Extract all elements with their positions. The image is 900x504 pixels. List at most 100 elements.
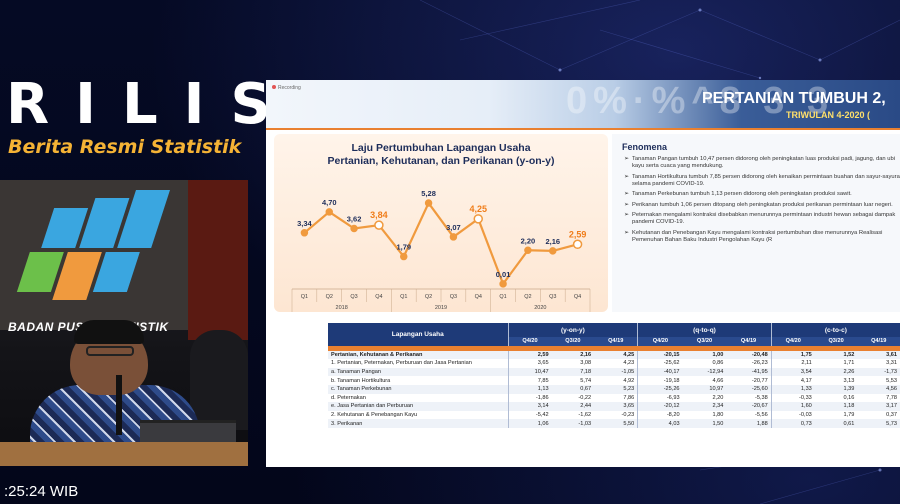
berita-resmi-subtitle: Berita Resmi Statistik	[8, 136, 242, 158]
cell-value: 0,16	[814, 393, 858, 403]
slide-header-bar	[266, 80, 900, 128]
cell-value: 3,65	[507, 359, 552, 368]
series-line	[303, 200, 578, 287]
cell-value: 1,79	[814, 410, 858, 420]
header-decoration: 0%·%^8 3 3	[566, 80, 835, 122]
recording-indicator: Recording	[272, 85, 301, 91]
table-head-label: Lapangan Usaha	[328, 323, 508, 346]
growth-table: Lapangan Usaha (y-on-y) (q-to-q) (c-to-c…	[328, 323, 900, 428]
row-label: 3. Perikanan	[328, 419, 508, 428]
cell-value: -1,05	[594, 367, 638, 377]
recording-label: Recording	[278, 85, 301, 91]
cell-value: 1,71	[814, 359, 858, 368]
data-label: 3,07	[446, 223, 461, 232]
cell-value: -19,18	[637, 376, 683, 385]
cell-value: -1,62	[551, 410, 595, 420]
group-qtq: (q-to-q)	[637, 323, 772, 337]
cell-value: -20,48	[726, 350, 772, 360]
data-label: 4,70	[322, 198, 337, 207]
chart-title: Laju Pertumbuhan Lapangan Usaha Pertania…	[274, 142, 608, 168]
cell-value: 2,11	[770, 359, 815, 368]
cell-value: 1,75	[770, 350, 815, 360]
x-tick-label: Q3	[450, 294, 457, 300]
cell-value: -20,67	[726, 402, 772, 411]
cell-value: 1,50	[682, 419, 727, 428]
row-label: 2. Kehutanan & Penebangan Kayu	[328, 410, 508, 420]
cell-value: 0,86	[682, 359, 727, 368]
fenomena-item: Tanaman Hortikultura tumbuh 7,85 persen …	[624, 174, 900, 188]
x-tick-label: Q1	[400, 294, 407, 300]
data-point	[572, 239, 583, 250]
group-yoy: (y-on-y)	[507, 323, 638, 337]
fenomena-panel: Fenomena Tanaman Pangan tumbuh 10,47 per…	[612, 134, 900, 312]
cell-value: -0,03	[770, 410, 815, 420]
cell-value: 4,23	[594, 359, 638, 368]
cell-value: -25,62	[637, 359, 683, 368]
cell-value: -41,95	[726, 367, 772, 377]
speaker-hair	[74, 320, 144, 344]
cell-value: 4,66	[682, 376, 727, 385]
cell-value: 3,13	[814, 376, 858, 385]
desk	[0, 442, 248, 466]
data-point	[300, 229, 309, 237]
row-label: c. Tanaman Perkebunan	[328, 384, 508, 394]
cell-value: 3,17	[857, 402, 900, 411]
period-header: Q3/20	[814, 337, 858, 346]
data-point	[374, 220, 384, 230]
year-label: 2020	[534, 305, 546, 311]
fenomena-list: Tanaman Pangan tumbuh 10,47 persen didor…	[624, 156, 900, 248]
cell-value: -0,22	[551, 393, 595, 403]
cell-value: -0,33	[770, 393, 815, 403]
cell-value: 5,74	[551, 376, 595, 385]
cell-value: 3,31	[857, 359, 900, 368]
data-point	[473, 214, 483, 224]
period-header: Q3/20	[551, 337, 595, 346]
microphone-icon	[116, 375, 122, 435]
fenomena-item: Peternakan mengalami kontraksi disebabka…	[624, 212, 900, 226]
cell-value: 7,78	[857, 393, 900, 403]
cell-value: 3,61	[857, 350, 900, 360]
cell-value: 1,88	[726, 419, 772, 428]
x-tick-label: Q4	[375, 294, 382, 300]
data-point	[400, 252, 408, 261]
cell-value: -5,56	[726, 410, 772, 420]
year-label: 2019	[435, 305, 447, 311]
data-label: 4,25	[469, 204, 487, 214]
x-tick-label: Q4	[475, 294, 482, 300]
cell-value: 3,08	[551, 359, 595, 368]
chart-title-line1: Laju Pertumbuhan Lapangan Usaha	[351, 142, 531, 154]
row-label: d. Peternakan	[328, 393, 508, 403]
cell-value: 4,17	[770, 376, 815, 385]
group-ctc: (c-to-c)	[770, 323, 900, 337]
rilis-title: RILIS	[6, 72, 297, 137]
cell-value: 10,97	[682, 384, 727, 394]
cell-value: 0,73	[770, 419, 815, 428]
table-row: Pertanian, Kehutanan & Perikanan 2,59 2,16…	[328, 350, 900, 360]
cell-value: 10,47	[507, 367, 552, 377]
cell-value: -12,94	[682, 367, 727, 377]
period-header: Q4/20	[770, 337, 815, 346]
presentation-slide: 0%·%^8 3 3 Recording PERTANIAN TUMBUH 2,…	[266, 80, 900, 467]
row-label: e. Jasa Pertanian dan Perburuan	[328, 402, 508, 411]
cell-value: -8,20	[637, 410, 683, 420]
cell-value: -20,77	[726, 376, 772, 385]
slide-subhead: TRIWULAN 4-2020 (	[786, 110, 871, 120]
chart-title-line2: Pertanian, Kehutanan, dan Perikanan (y-o…	[327, 155, 555, 167]
cell-value: 1,52	[814, 350, 858, 360]
period-header: Q4/19	[857, 337, 900, 346]
cell-value: -1,73	[857, 367, 900, 377]
cell-value: 1,13	[507, 384, 552, 394]
growth-chart: Laju Pertumbuhan Lapangan Usaha Pertania…	[274, 134, 608, 312]
data-label: 3,84	[370, 210, 388, 220]
cell-value: 4,25	[594, 350, 638, 360]
data-label: 2,59	[569, 229, 587, 239]
chart-plot: 3,34 Q1 4,70 Q2 3,62 Q3 3,84 Q4 1,79 Q1 5,28 Q2 3,07…	[291, 189, 591, 312]
cell-value: 4,03	[637, 419, 683, 428]
data-label: 3,62	[347, 214, 362, 223]
data-point	[499, 280, 507, 288]
cell-value: 2,44	[551, 402, 595, 411]
data-point	[424, 199, 433, 207]
cell-value: -26,23	[726, 359, 772, 368]
fenomena-item: Tanaman Pangan tumbuh 10,47 persen didor…	[624, 156, 900, 170]
cell-value: 5,50	[594, 419, 638, 428]
